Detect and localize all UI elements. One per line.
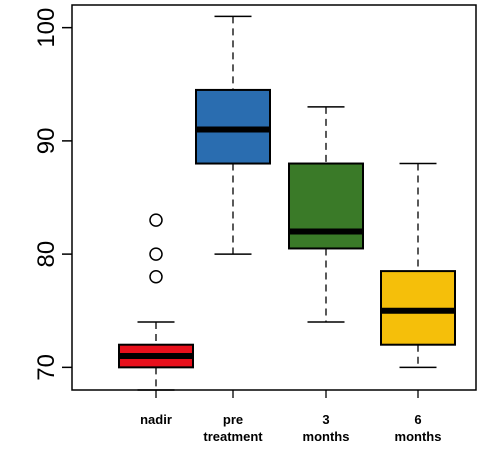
category-label: months — [395, 429, 442, 444]
box-group — [195, 15, 271, 255]
plot-frame — [71, 4, 477, 391]
outlier-point — [149, 270, 163, 284]
category-label: 3 — [322, 412, 329, 427]
box-group — [380, 162, 456, 369]
category-label: 6 — [414, 412, 421, 427]
x-axis-labels: nadir pre treatment 3 months 6 months — [140, 390, 441, 444]
category-label: nadir — [140, 412, 172, 427]
box-group — [118, 213, 194, 391]
y-axis: 70 80 90 100 — [33, 8, 72, 381]
boxes — [118, 15, 456, 391]
y-tick-label: 100 — [33, 8, 60, 48]
category-label: months — [303, 429, 350, 444]
outlier-point — [149, 213, 163, 227]
category-label: pre — [223, 412, 243, 427]
outlier-point — [149, 247, 163, 261]
y-tick-label: 70 — [33, 354, 60, 381]
y-tick-label: 80 — [33, 241, 60, 268]
y-tick-label: 90 — [33, 128, 60, 155]
box-iqr — [288, 162, 364, 250]
box-group — [288, 106, 364, 323]
category-label: treatment — [203, 429, 263, 444]
